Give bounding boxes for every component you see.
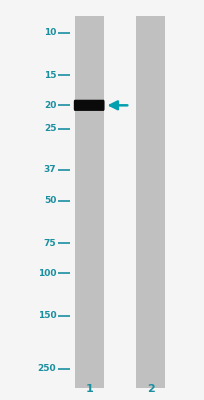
Text: 1: 1 <box>85 384 93 394</box>
Text: 25: 25 <box>44 124 56 133</box>
Text: 250: 250 <box>38 364 56 374</box>
Text: 15: 15 <box>44 71 56 80</box>
Text: 75: 75 <box>43 239 56 248</box>
Text: 2: 2 <box>146 384 154 394</box>
Bar <box>136 16 164 388</box>
Bar <box>74 16 103 388</box>
FancyBboxPatch shape <box>73 100 104 111</box>
Text: 100: 100 <box>38 269 56 278</box>
Text: 20: 20 <box>44 101 56 110</box>
Text: 150: 150 <box>38 311 56 320</box>
Text: 10: 10 <box>44 28 56 38</box>
Text: 37: 37 <box>43 165 56 174</box>
Text: 50: 50 <box>44 196 56 206</box>
